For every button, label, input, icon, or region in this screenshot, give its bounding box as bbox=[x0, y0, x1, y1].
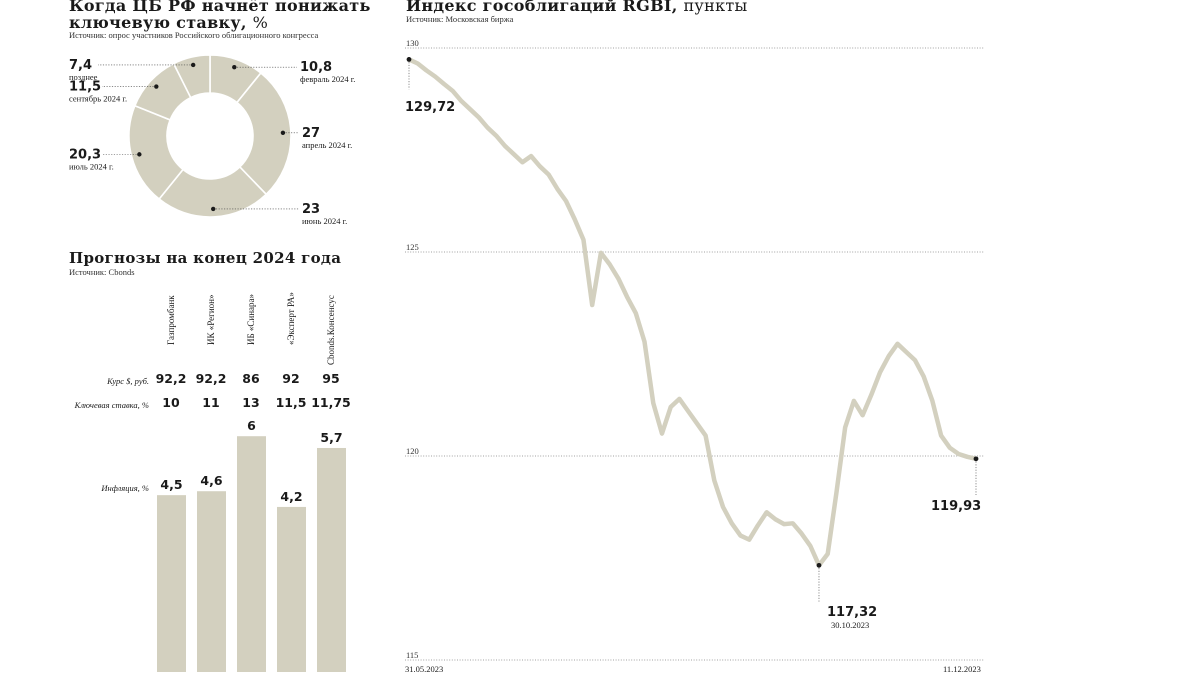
usd-rate-sinara: 86 bbox=[242, 371, 260, 386]
inflation-value-region: 4,6 bbox=[200, 473, 222, 488]
rgbi-tick-120: 120 bbox=[406, 446, 419, 456]
rgbi-min-value: 117,32 bbox=[827, 605, 878, 620]
rgbi-tick-115: 115 bbox=[406, 650, 418, 660]
donut-value-sep-2024: 11,5 bbox=[69, 80, 101, 95]
inflation-bar-region bbox=[197, 491, 226, 672]
donut-value-feb-2024: 10,8 bbox=[300, 60, 332, 75]
row-label-key-rate: Ключевая ставка, % bbox=[74, 400, 149, 410]
key-rate-region: 11 bbox=[202, 395, 220, 410]
donut-category-apr-2024: апрель 2024 г. bbox=[302, 140, 352, 150]
usd-rate-cbonds: 95 bbox=[322, 371, 340, 386]
rgbi-title-text: Индекс гособлигаций RGBI, bbox=[406, 0, 678, 15]
rgbi-start-value: 129,72 bbox=[405, 100, 456, 115]
inflation-bar-expert-ra bbox=[277, 506, 306, 672]
rgbi-title: Индекс гособлигаций RGBI, пункты bbox=[406, 0, 748, 14]
donut-dot-later bbox=[190, 62, 196, 68]
rgbi-title-unit: пункты bbox=[683, 0, 748, 15]
key-rate-gazprombank: 10 bbox=[162, 395, 180, 410]
rgbi-source: Источник: Московская биржа bbox=[406, 14, 514, 24]
rgbi-tick-125: 125 bbox=[406, 242, 419, 252]
donut-source: Источник: опрос участников Российского о… bbox=[69, 30, 319, 40]
donut-category-jul-2024: июль 2024 г. bbox=[69, 161, 114, 171]
row-label-usd-rate: Курс $, руб. bbox=[107, 376, 149, 386]
donut-category-later: позднее bbox=[69, 72, 98, 82]
donut-category-jun-2024: июнь 2024 г. bbox=[302, 216, 347, 226]
donut-slice-apr-2024 bbox=[235, 71, 292, 196]
rgbi-series-line bbox=[406, 57, 979, 568]
forecast-title: Прогнозы на конец 2024 года bbox=[69, 249, 342, 267]
forecast-source: Источник: Cbonds bbox=[69, 267, 135, 277]
inflation-value-sinara: 6 bbox=[247, 418, 256, 433]
donut-title-line2: ключевую ставку, bbox=[69, 13, 247, 32]
inflation-bar-cbonds bbox=[317, 447, 346, 672]
inflation-value-cbonds: 5,7 bbox=[320, 430, 342, 445]
donut-dot-apr-2024 bbox=[280, 130, 286, 135]
usd-rate-region: 92,2 bbox=[195, 371, 227, 386]
donut-dot-feb-2024 bbox=[232, 64, 237, 70]
usd-rate-expert-ra: 92 bbox=[282, 371, 300, 386]
rgbi-end-value: 119,93 bbox=[931, 499, 982, 514]
usd-rate-gazprombank: 92,2 bbox=[155, 371, 187, 386]
donut-slice-later bbox=[172, 54, 211, 99]
donut-value-later: 7,4 bbox=[69, 58, 92, 73]
x-axis-start-label: 31.05.2023 bbox=[405, 664, 444, 674]
donut-title-line1: Когда ЦБ РФ начнёт понижать bbox=[69, 0, 371, 15]
key-rate-expert-ra: 11,5 bbox=[275, 395, 307, 410]
donut-value-jun-2024: 23 bbox=[302, 202, 320, 217]
inflation-value-gazprombank: 4,5 bbox=[160, 477, 182, 492]
donut-category-feb-2024: февраль 2024 г. bbox=[300, 74, 355, 84]
donut-title-unit: % bbox=[252, 13, 269, 32]
rgbi-marker-min bbox=[816, 562, 822, 568]
inflation-bar-sinara bbox=[237, 436, 266, 672]
x-axis-end-label: 11.12.2023 bbox=[943, 664, 981, 674]
donut-value-apr-2024: 27 bbox=[302, 126, 320, 141]
donut-dot-jul-2024 bbox=[137, 152, 142, 157]
donut-title: Когда ЦБ РФ начнёт понижать ключевую ста… bbox=[69, 0, 371, 31]
rgbi-marker-end bbox=[973, 456, 979, 462]
inflation-bar-gazprombank bbox=[157, 495, 186, 672]
row-label-inflation: Инфляция, % bbox=[101, 483, 149, 493]
donut-value-jul-2024: 20,3 bbox=[69, 147, 101, 162]
key-rate-sinara: 13 bbox=[242, 395, 260, 410]
donut-dot-sep-2024 bbox=[154, 84, 159, 89]
inflation-value-expert-ra: 4,2 bbox=[280, 489, 302, 504]
rgbi-min-date: 30.10.2023 bbox=[831, 620, 870, 630]
key-rate-cbonds: 11,75 bbox=[311, 395, 351, 410]
rgbi-marker-start bbox=[406, 57, 412, 62]
donut-dot-jun-2024 bbox=[211, 206, 216, 212]
rgbi-tick-130: 130 bbox=[406, 38, 419, 48]
donut-category-sep-2024: сентябрь 2024 г. bbox=[69, 94, 127, 104]
